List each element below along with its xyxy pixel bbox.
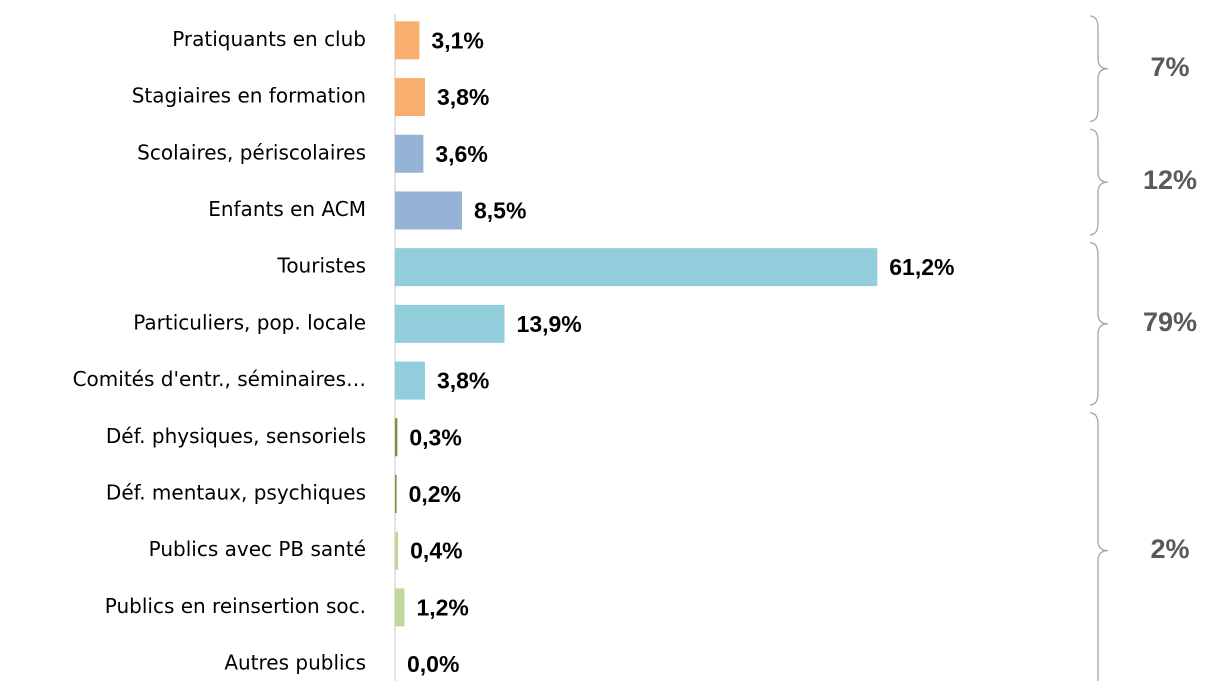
value-label: 8,5% — [474, 198, 526, 224]
value-label: 0,0% — [407, 651, 459, 677]
value-label: 0,4% — [410, 538, 462, 564]
group-label: 2% — [1150, 534, 1189, 564]
bar — [395, 248, 878, 287]
value-label: 3,8% — [437, 368, 489, 394]
value-label: 61,2% — [889, 254, 954, 280]
group-bracket — [1089, 412, 1109, 681]
value-label: 13,9% — [517, 311, 582, 337]
group-bracket — [1089, 128, 1109, 236]
group-bracket — [1089, 15, 1109, 123]
group-label: 7% — [1150, 52, 1189, 82]
category-label: Publics avec PB santé — [149, 537, 366, 561]
value-label: 3,6% — [435, 141, 487, 167]
category-label: Scolaires, périscolaires — [137, 140, 366, 164]
category-label: Enfants en ACM — [208, 197, 366, 221]
category-label: Déf. physiques, sensoriels — [106, 424, 366, 448]
group-label: 79% — [1143, 307, 1197, 337]
value-label: 1,2% — [416, 594, 468, 620]
category-label: Stagiaires en formation — [132, 84, 366, 108]
bar — [395, 531, 399, 570]
category-label: Comités d'entr., séminaires… — [73, 367, 366, 391]
category-label: Particuliers, pop. locale — [133, 310, 366, 334]
value-label: 0,2% — [409, 481, 461, 507]
bar — [395, 474, 397, 513]
category-label: Déf. mentaux, psychiques — [106, 480, 366, 504]
category-label: Autres publics — [224, 651, 366, 675]
category-label: Touristes — [277, 254, 367, 278]
bar — [395, 134, 424, 173]
bar — [395, 191, 462, 230]
group-label: 12% — [1143, 165, 1197, 195]
bar — [395, 21, 420, 60]
bar — [395, 588, 405, 627]
value-label: 3,8% — [437, 84, 489, 110]
category-label: Pratiquants en club — [172, 27, 366, 51]
bar — [395, 78, 425, 117]
value-label: 0,3% — [409, 424, 461, 450]
bar — [395, 361, 425, 400]
value-label: 3,1% — [431, 27, 483, 53]
group-bracket — [1089, 242, 1109, 406]
bar — [395, 304, 505, 343]
category-label: Publics en reinsertion soc. — [105, 594, 366, 618]
bar — [395, 418, 398, 457]
